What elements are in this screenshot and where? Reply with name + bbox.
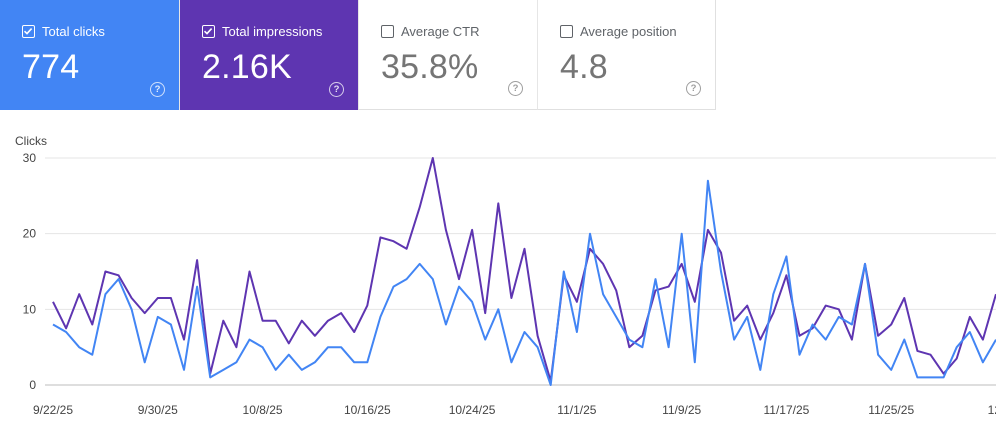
x-tick-label: 10/24/25: [449, 403, 496, 417]
metric-label: Total impressions: [222, 24, 323, 39]
x-tick-label: 11/1/25: [557, 403, 596, 417]
performance-line-chart[interactable]: Clicks 0 10 20 30 9/22/25 9/30/25 10/8/25 10/1…: [0, 128, 996, 433]
y-tick-label: 0: [29, 378, 36, 392]
help-icon[interactable]: ?: [150, 82, 165, 97]
x-tick-label: 10/16/25: [344, 403, 391, 417]
average-ctr-card[interactable]: Average CTR 35.8% ?: [358, 0, 537, 110]
y-tick-label: 30: [23, 151, 37, 165]
series-lines: [52, 157, 996, 386]
x-tick-label: 12/: [988, 403, 996, 417]
average-position-card[interactable]: Average position 4.8 ?: [537, 0, 716, 110]
checkbox-unchecked-icon[interactable]: [381, 25, 394, 38]
metric-value: 774: [22, 48, 80, 86]
series-line-total-impressions: [52, 157, 996, 383]
help-icon[interactable]: ?: [508, 81, 523, 96]
metric-value: 2.16K: [202, 48, 292, 86]
metric-label: Average position: [580, 24, 677, 39]
y-tick-label: 20: [23, 227, 37, 241]
x-tick-label: 9/22/25: [33, 403, 73, 417]
y-axis-ticks: 0 10 20 30: [23, 151, 37, 392]
x-axis-ticks: 9/22/25 9/30/25 10/8/25 10/16/25 10/24/25 11/…: [33, 403, 996, 417]
checkbox-checked-icon[interactable]: [202, 25, 215, 38]
checkbox-unchecked-icon[interactable]: [560, 25, 573, 38]
y-axis-label: Clicks: [15, 134, 47, 148]
x-tick-label: 9/30/25: [138, 403, 178, 417]
metric-value: 35.8%: [381, 48, 479, 86]
metric-cards: Total clicks 774 ? Total impressions 2.1…: [0, 0, 719, 110]
x-tick-label: 11/9/25: [662, 403, 701, 417]
help-icon[interactable]: ?: [329, 82, 344, 97]
x-tick-label: 10/8/25: [243, 403, 283, 417]
x-tick-label: 11/17/25: [764, 403, 810, 417]
series-line-total-clicks: [52, 179, 996, 386]
metric-label: Average CTR: [401, 24, 480, 39]
total-clicks-card[interactable]: Total clicks 774 ?: [0, 0, 179, 110]
total-impressions-card[interactable]: Total impressions 2.16K ?: [179, 0, 358, 110]
y-tick-label: 10: [23, 302, 37, 316]
metric-label: Total clicks: [42, 24, 105, 39]
checkbox-checked-icon[interactable]: [22, 25, 35, 38]
metric-value: 4.8: [560, 48, 608, 86]
help-icon[interactable]: ?: [686, 81, 701, 96]
x-tick-label: 11/25/25: [868, 403, 914, 417]
